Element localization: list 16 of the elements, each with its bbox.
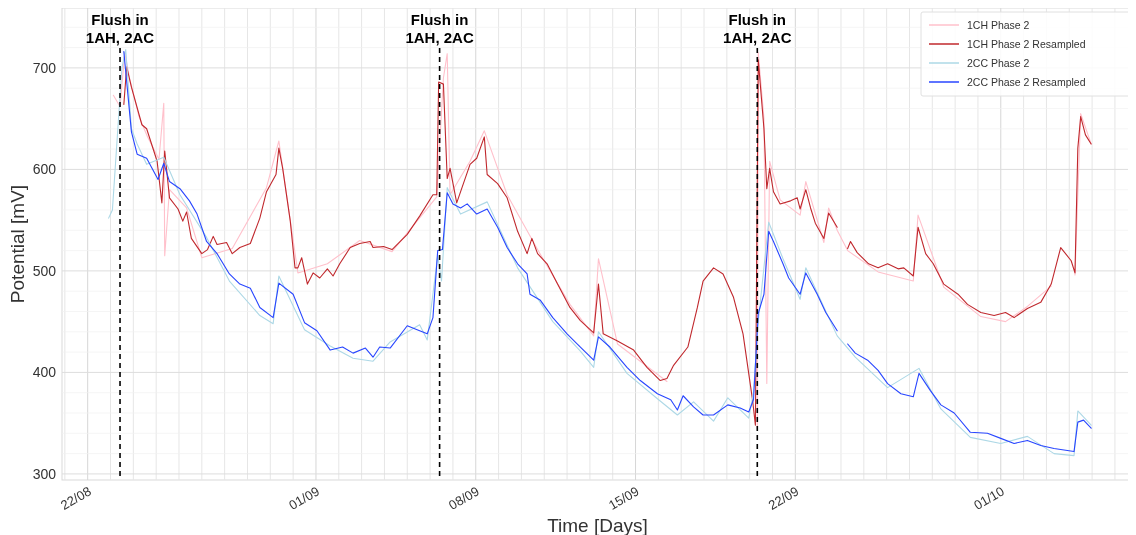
- y-tick-label: 600: [32, 161, 57, 178]
- ref-line-label: Flush in 1AH, 2AC: [85, 11, 155, 46]
- y-tick-label: 700: [32, 59, 57, 76]
- legend-label: 1CH Phase 2 Resampled: [967, 37, 1086, 50]
- legend-label: 2CC Phase 2 Resampled: [967, 75, 1086, 88]
- ref-line-label: Flush in 1AH, 2AC: [723, 11, 792, 46]
- y-axis-title: Potential [mV]: [7, 184, 28, 304]
- y-tick-label: 400: [32, 364, 57, 381]
- x-tick-label: 01/10: [971, 483, 1007, 513]
- x-tick-label: 08/09: [446, 483, 482, 513]
- ref-line-label: Flush in 1AH, 2AC: [405, 11, 474, 46]
- y-tick-label: 300: [32, 465, 57, 482]
- legend-label: 1CH Phase 2: [967, 18, 1030, 31]
- x-tick-label: 01/09: [286, 483, 323, 513]
- legend-label: 2CC Phase 2: [967, 56, 1030, 69]
- y-tick-label: 500: [32, 262, 57, 279]
